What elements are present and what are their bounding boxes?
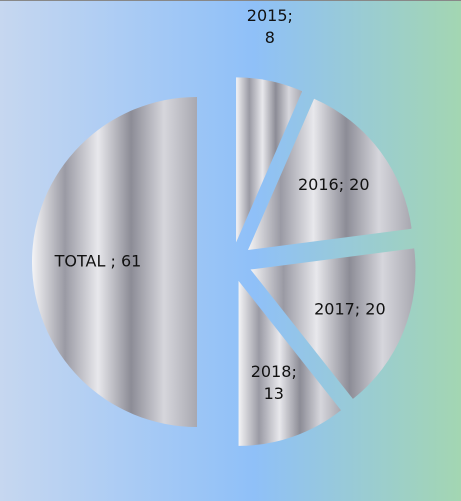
pie-slice: [32, 97, 197, 427]
data-label: 2017; 20: [314, 299, 386, 318]
data-label: 2015; 8: [247, 5, 293, 46]
pie-slice: [250, 248, 416, 399]
data-label: 2018; 13: [251, 362, 297, 403]
pie-slice: [236, 77, 303, 243]
data-label: TOTAL ; 61: [54, 252, 142, 271]
pie-slice: [247, 98, 412, 250]
data-label: 2016; 20: [298, 175, 370, 194]
pie-slice: [238, 280, 341, 446]
